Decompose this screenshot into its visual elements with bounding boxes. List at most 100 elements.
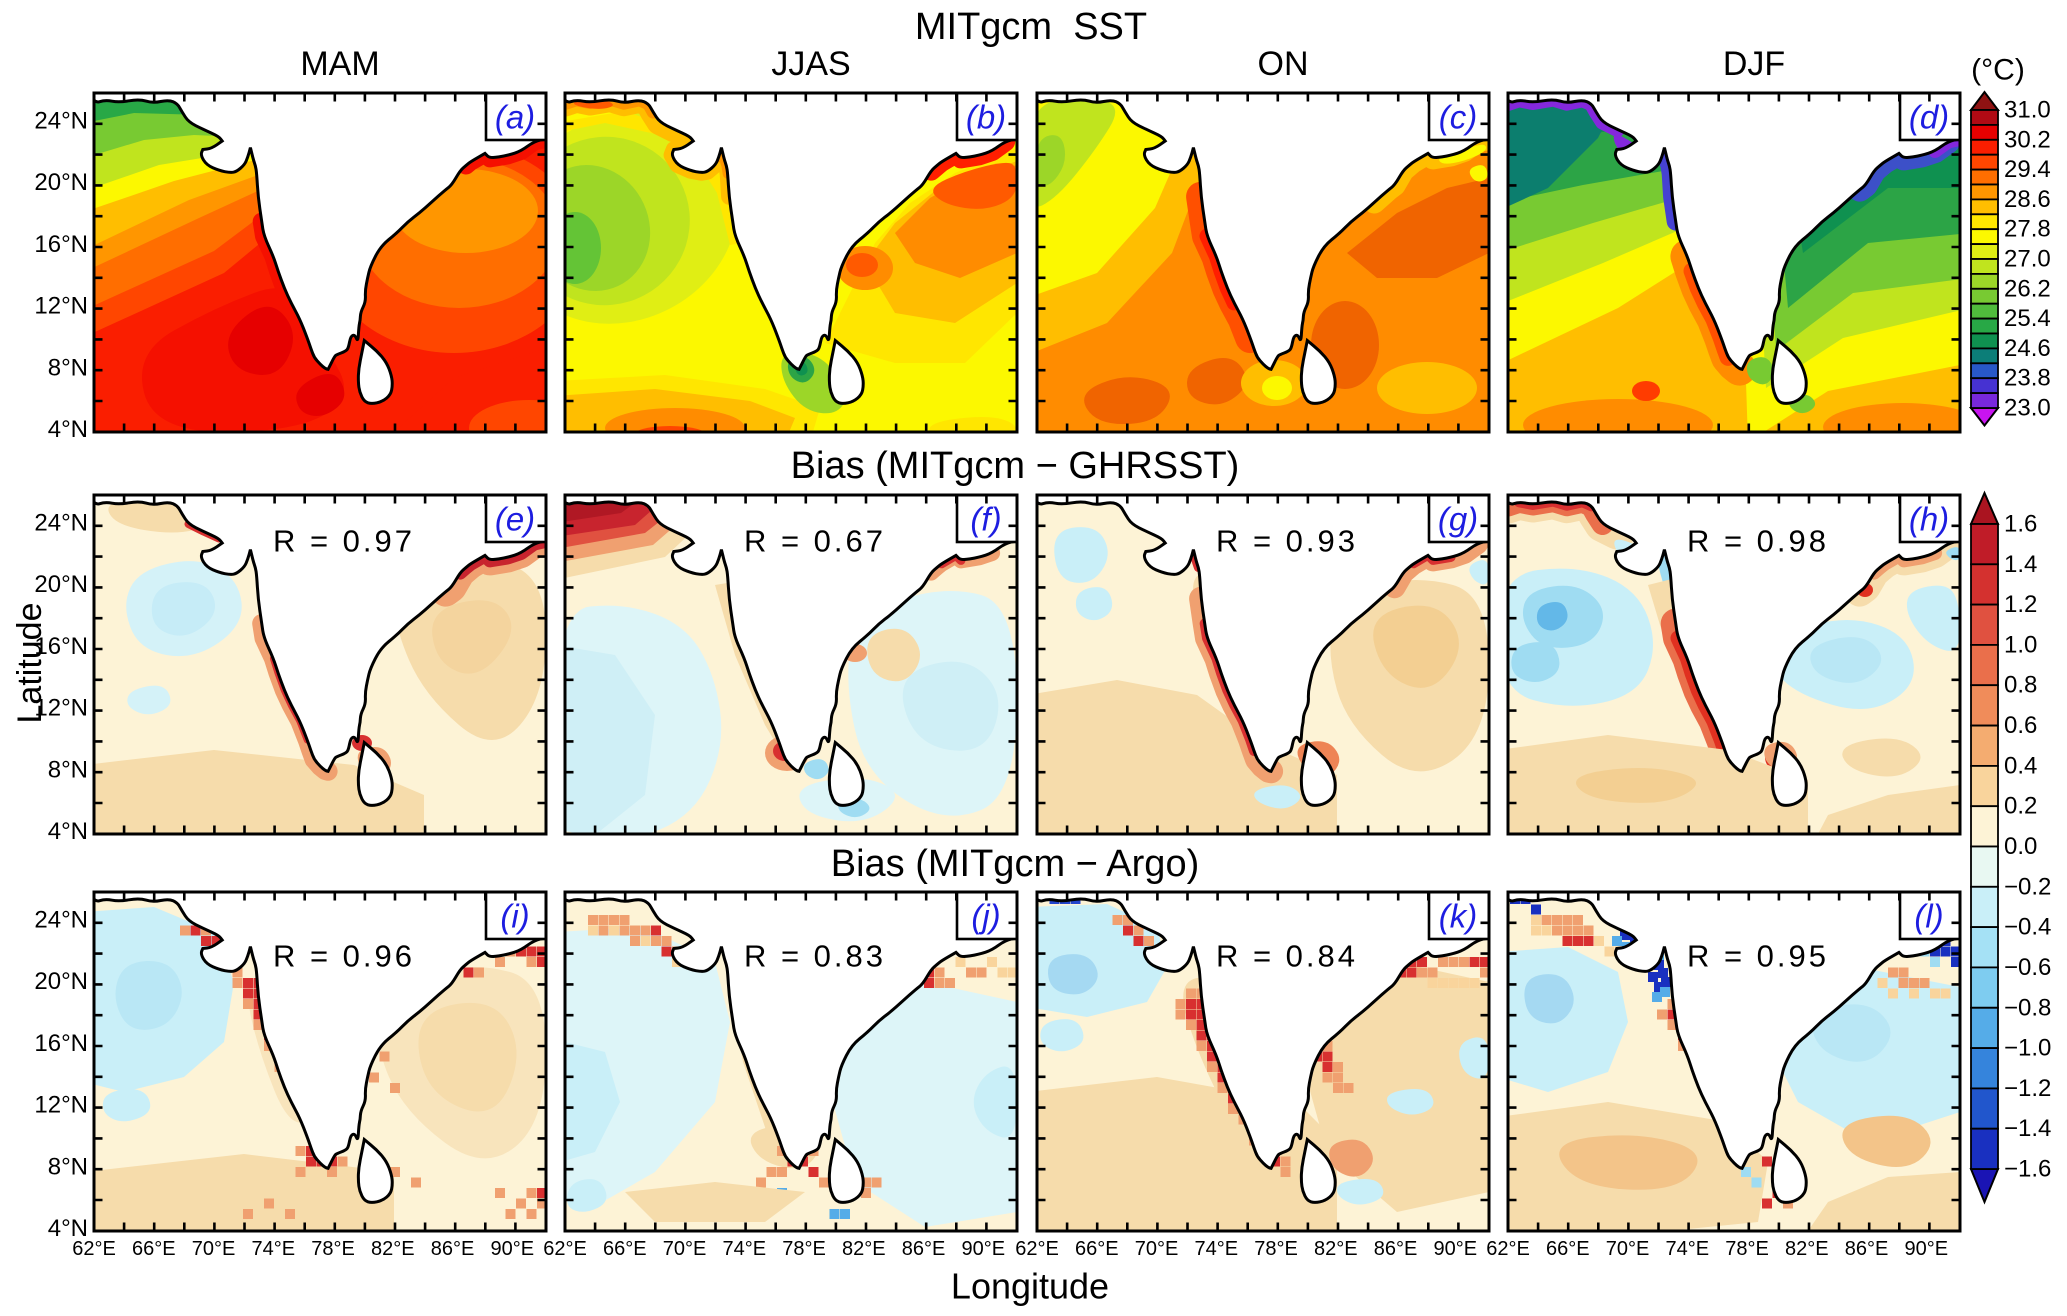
svg-text:0.0: 0.0 (2004, 833, 2037, 860)
svg-text:78°E: 78°E (782, 1238, 826, 1260)
svg-text:28.6: 28.6 (2004, 186, 2051, 213)
svg-text:MAM: MAM (300, 45, 379, 83)
svg-text:26.2: 26.2 (2004, 275, 2051, 302)
svg-text:(b): (b) (966, 99, 1006, 136)
svg-text:1.2: 1.2 (2004, 591, 2037, 618)
svg-text:1.0: 1.0 (2004, 631, 2037, 658)
svg-text:(°C): (°C) (1971, 54, 2025, 87)
svg-text:(a): (a) (495, 99, 535, 136)
svg-text:66°E: 66°E (1546, 1238, 1590, 1260)
svg-text:(k): (k) (1439, 898, 1477, 935)
svg-text:16°N: 16°N (34, 1030, 88, 1057)
svg-text:(h): (h) (1909, 501, 1949, 538)
svg-text:R = 0.97: R = 0.97 (273, 524, 415, 559)
svg-text:R = 0.96: R = 0.96 (273, 939, 415, 974)
svg-text:MITgcm SST: MITgcm SST (915, 6, 1147, 48)
svg-text:78°E: 78°E (1725, 1238, 1769, 1260)
svg-text:0.2: 0.2 (2004, 793, 2037, 820)
svg-text:78°E: 78°E (311, 1238, 355, 1260)
svg-text:R = 0.95: R = 0.95 (1687, 939, 1829, 974)
svg-text:74°E: 74°E (1665, 1238, 1709, 1260)
svg-text:R = 0.98: R = 0.98 (1687, 524, 1829, 559)
svg-text:12°N: 12°N (34, 293, 88, 320)
svg-text:4°N: 4°N (48, 416, 88, 443)
svg-text:(f): (f) (970, 501, 1001, 538)
svg-text:−1.2: −1.2 (2004, 1075, 2051, 1102)
svg-text:12°N: 12°N (34, 695, 88, 722)
svg-text:(e): (e) (495, 501, 535, 538)
svg-text:(i): (i) (500, 898, 529, 935)
svg-text:24°N: 24°N (34, 510, 88, 537)
svg-text:27.8: 27.8 (2004, 216, 2051, 243)
svg-text:12°N: 12°N (34, 1092, 88, 1119)
svg-text:82°E: 82°E (371, 1238, 415, 1260)
svg-text:−0.2: −0.2 (2004, 873, 2051, 900)
svg-text:R = 0.93: R = 0.93 (1216, 524, 1358, 559)
svg-text:62°E: 62°E (72, 1238, 116, 1260)
svg-text:−0.8: −0.8 (2004, 994, 2051, 1021)
svg-text:16°N: 16°N (34, 231, 88, 258)
svg-text:82°E: 82°E (1314, 1238, 1358, 1260)
svg-text:86°E: 86°E (1374, 1238, 1418, 1260)
svg-text:66°E: 66°E (603, 1238, 647, 1260)
svg-text:70°E: 70°E (192, 1238, 236, 1260)
svg-text:16°N: 16°N (34, 633, 88, 660)
svg-text:29.4: 29.4 (2004, 156, 2051, 183)
svg-text:0.6: 0.6 (2004, 712, 2037, 739)
svg-text:23.0: 23.0 (2004, 395, 2051, 422)
svg-text:1.6: 1.6 (2004, 511, 2037, 538)
svg-text:23.8: 23.8 (2004, 365, 2051, 392)
svg-text:Bias (MITgcm − GHRSST): Bias (MITgcm − GHRSST) (791, 445, 1240, 487)
svg-text:(j): (j) (971, 898, 1000, 935)
svg-text:8°N: 8°N (48, 1153, 88, 1180)
svg-text:R = 0.67: R = 0.67 (744, 524, 886, 559)
svg-text:86°E: 86°E (902, 1238, 946, 1260)
svg-text:31.0: 31.0 (2004, 97, 2051, 124)
svg-text:66°E: 66°E (132, 1238, 176, 1260)
svg-text:−1.4: −1.4 (2004, 1115, 2051, 1142)
svg-text:0.4: 0.4 (2004, 752, 2037, 779)
svg-text:0.8: 0.8 (2004, 672, 2037, 699)
svg-text:74°E: 74°E (722, 1238, 766, 1260)
svg-text:(g): (g) (1438, 501, 1478, 538)
svg-text:−1.0: −1.0 (2004, 1035, 2051, 1062)
svg-text:90°E: 90°E (1433, 1238, 1477, 1260)
svg-text:62°E: 62°E (543, 1238, 587, 1260)
svg-text:−1.6: −1.6 (2004, 1156, 2051, 1183)
svg-text:86°E: 86°E (1845, 1238, 1889, 1260)
svg-text:24°N: 24°N (34, 907, 88, 934)
svg-text:86°E: 86°E (431, 1238, 475, 1260)
svg-text:20°N: 20°N (34, 968, 88, 995)
svg-text:30.2: 30.2 (2004, 126, 2051, 153)
svg-text:ON: ON (1258, 45, 1309, 83)
svg-text:66°E: 66°E (1075, 1238, 1119, 1260)
svg-text:70°E: 70°E (663, 1238, 707, 1260)
svg-text:(l): (l) (1914, 898, 1943, 935)
svg-text:78°E: 78°E (1254, 1238, 1298, 1260)
svg-text:(c): (c) (1439, 99, 1477, 136)
svg-text:Bias (MITgcm − Argo): Bias (MITgcm − Argo) (831, 843, 1199, 885)
svg-text:20°N: 20°N (34, 571, 88, 598)
svg-text:4°N: 4°N (48, 1215, 88, 1242)
svg-text:20°N: 20°N (34, 169, 88, 196)
svg-text:90°E: 90°E (1904, 1238, 1948, 1260)
svg-text:90°E: 90°E (490, 1238, 534, 1260)
svg-text:−0.6: −0.6 (2004, 954, 2051, 981)
svg-text:(d): (d) (1909, 99, 1949, 136)
svg-text:62°E: 62°E (1486, 1238, 1530, 1260)
svg-text:8°N: 8°N (48, 756, 88, 783)
svg-text:24°N: 24°N (34, 108, 88, 135)
svg-text:74°E: 74°E (251, 1238, 295, 1260)
svg-text:90°E: 90°E (961, 1238, 1005, 1260)
svg-text:1.4: 1.4 (2004, 551, 2037, 578)
svg-text:70°E: 70°E (1606, 1238, 1650, 1260)
svg-text:70°E: 70°E (1135, 1238, 1179, 1260)
svg-text:R = 0.84: R = 0.84 (1216, 939, 1358, 974)
svg-text:74°E: 74°E (1194, 1238, 1238, 1260)
svg-text:27.0: 27.0 (2004, 246, 2051, 273)
svg-text:Longitude: Longitude (951, 1266, 1109, 1307)
svg-text:62°E: 62°E (1015, 1238, 1059, 1260)
svg-text:4°N: 4°N (48, 818, 88, 845)
svg-text:R = 0.83: R = 0.83 (744, 939, 886, 974)
svg-text:JJAS: JJAS (771, 45, 850, 83)
